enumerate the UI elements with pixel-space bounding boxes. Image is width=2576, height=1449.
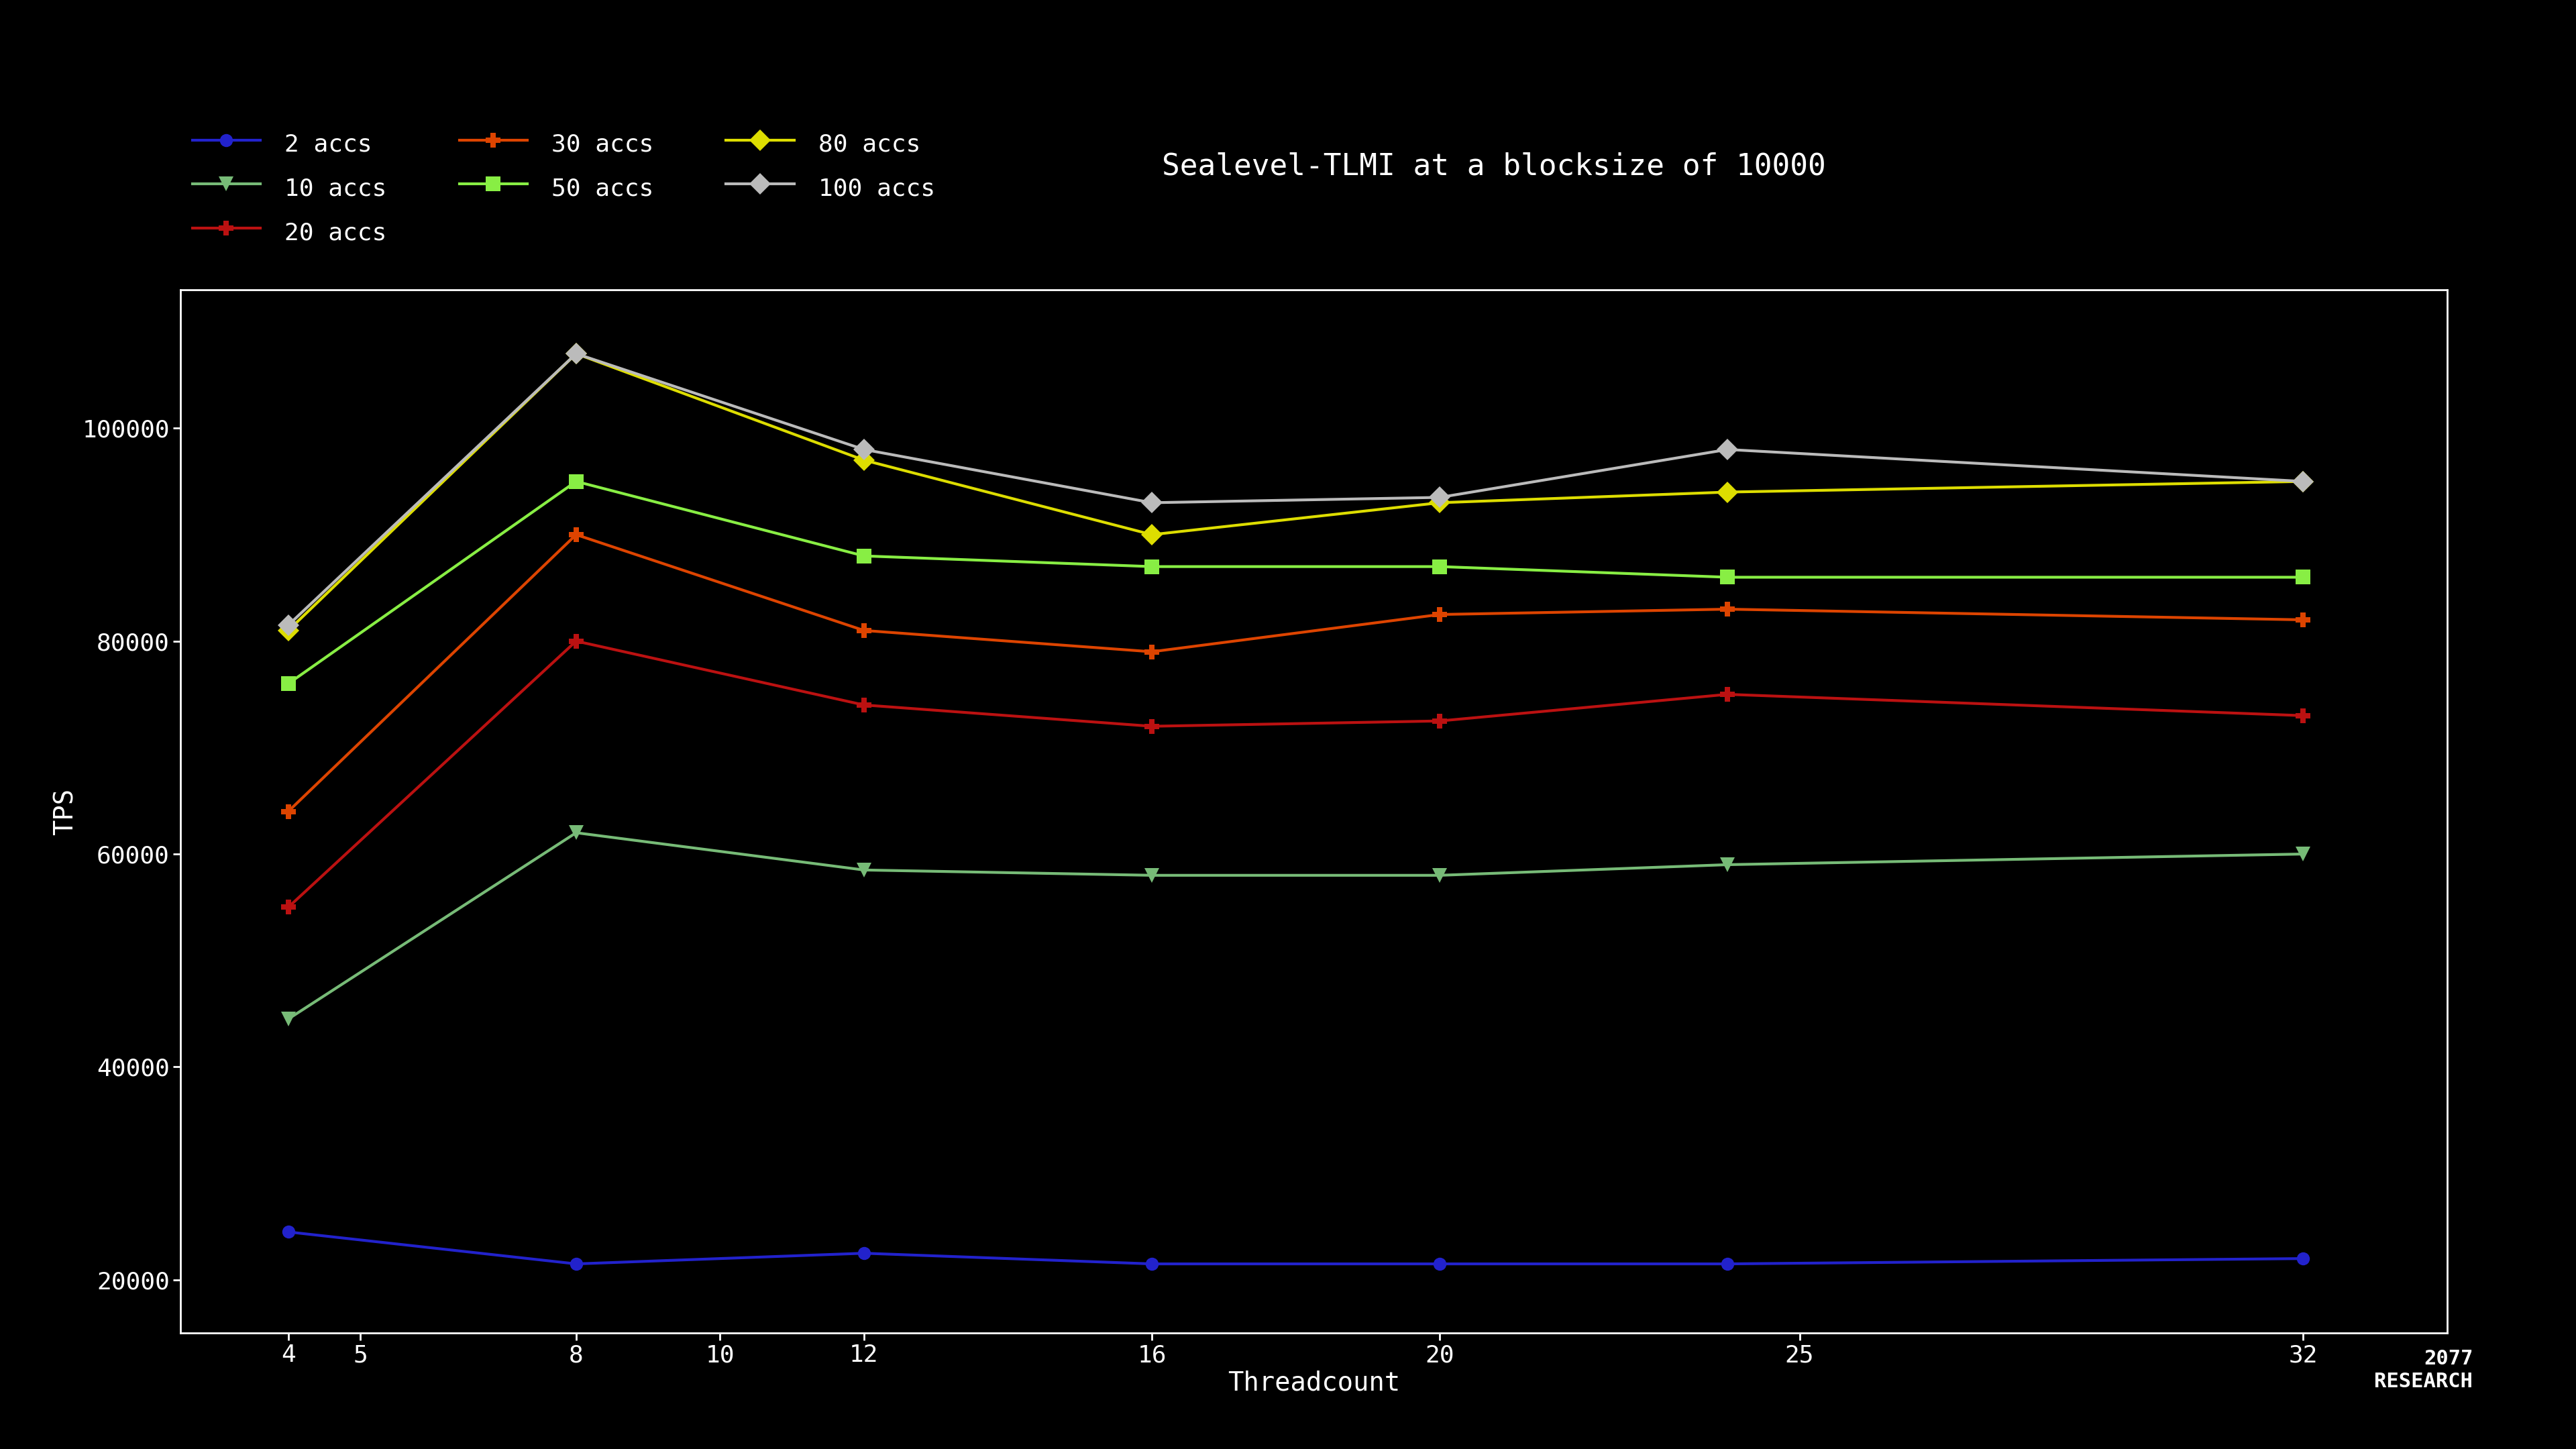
Line: 50 accs: 50 accs — [281, 474, 2311, 691]
100 accs — [273, 616, 304, 633]
100 accs — [2287, 472, 2318, 490]
50 accs — [562, 472, 592, 490]
20 accs — [273, 898, 304, 916]
Line: 80 accs: 80 accs — [281, 346, 2311, 638]
2 accs — [1136, 1255, 1167, 1272]
30 accs — [1136, 643, 1167, 661]
50 accs — [1425, 558, 1455, 575]
2 accs — [848, 1245, 878, 1262]
Line: 2 accs: 2 accs — [281, 1226, 2311, 1271]
10 accs — [1425, 867, 1455, 884]
100 accs — [848, 440, 878, 458]
10 accs — [1713, 856, 1744, 874]
50 accs — [1713, 568, 1744, 585]
100 accs — [1713, 440, 1744, 458]
10 accs — [2287, 845, 2318, 862]
30 accs — [1425, 606, 1455, 623]
20 accs — [1713, 685, 1744, 703]
2 accs — [562, 1255, 592, 1272]
100 accs — [1136, 494, 1167, 511]
20 accs — [1425, 713, 1455, 730]
30 accs — [1713, 600, 1744, 617]
10 accs — [1136, 867, 1167, 884]
Line: 10 accs: 10 accs — [281, 826, 2311, 1026]
Line: 30 accs: 30 accs — [281, 527, 2311, 819]
2 accs — [273, 1223, 304, 1240]
100 accs — [562, 345, 592, 362]
Y-axis label: TPS: TPS — [54, 788, 77, 835]
100 accs — [1425, 488, 1455, 506]
50 accs — [1136, 558, 1167, 575]
30 accs — [273, 803, 304, 820]
Legend: 2 accs, 10 accs, 20 accs, 30 accs, 50 accs, 80 accs, 100 accs: 2 accs, 10 accs, 20 accs, 30 accs, 50 ac… — [193, 129, 935, 246]
10 accs — [562, 824, 592, 842]
80 accs — [1713, 484, 1744, 501]
80 accs — [273, 622, 304, 639]
2 accs — [1713, 1255, 1744, 1272]
20 accs — [1136, 717, 1167, 735]
Text: 2077
RESEARCH: 2077 RESEARCH — [2375, 1349, 2473, 1391]
20 accs — [562, 632, 592, 649]
80 accs — [1136, 526, 1167, 543]
30 accs — [2287, 611, 2318, 629]
50 accs — [848, 548, 878, 565]
Line: 100 accs: 100 accs — [281, 346, 2311, 633]
20 accs — [2287, 707, 2318, 724]
2 accs — [1425, 1255, 1455, 1272]
10 accs — [848, 861, 878, 878]
80 accs — [2287, 472, 2318, 490]
80 accs — [848, 452, 878, 469]
X-axis label: Threadcount: Threadcount — [1229, 1371, 1399, 1395]
2 accs — [2287, 1250, 2318, 1268]
80 accs — [1425, 494, 1455, 511]
20 accs — [848, 697, 878, 714]
50 accs — [2287, 568, 2318, 585]
Line: 20 accs: 20 accs — [281, 633, 2311, 914]
10 accs — [273, 1010, 304, 1027]
50 accs — [273, 675, 304, 693]
30 accs — [848, 622, 878, 639]
Text: Sealevel-TLMI at a blocksize of 10000: Sealevel-TLMI at a blocksize of 10000 — [1162, 152, 1826, 181]
30 accs — [562, 526, 592, 543]
80 accs — [562, 345, 592, 362]
